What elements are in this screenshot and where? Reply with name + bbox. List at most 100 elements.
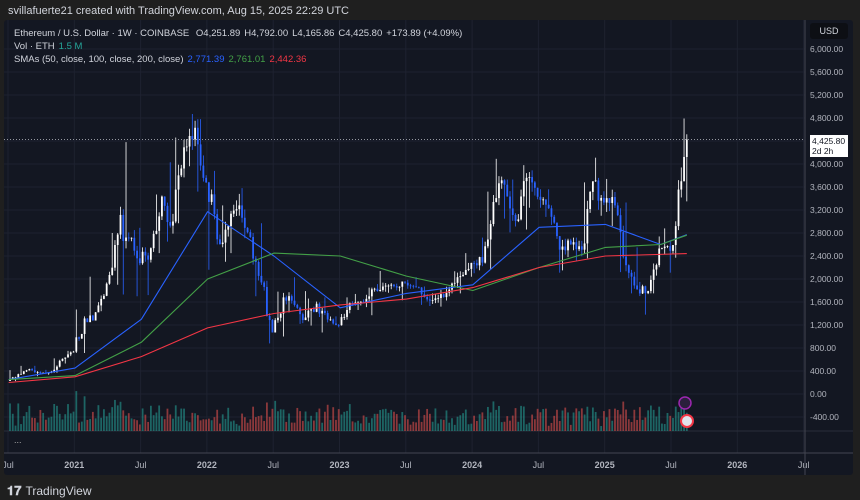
- currency-button[interactable]: USD: [810, 23, 848, 39]
- volume-bar: [161, 416, 163, 431]
- candle-body: [185, 146, 188, 148]
- volume-bar: [603, 411, 605, 431]
- x-tick-label: 2025: [595, 460, 615, 470]
- volume-bar: [158, 405, 161, 431]
- y-tick-label: 0.00: [810, 389, 827, 399]
- volume-bar: [406, 419, 409, 431]
- volume-bar: [196, 415, 199, 431]
- volume-bar: [448, 422, 451, 431]
- candle-body: [39, 372, 42, 374]
- candle-body: [149, 248, 152, 260]
- volume-bar: [542, 409, 545, 431]
- volume-value: 1.5 M: [58, 41, 83, 52]
- volume-bar: [550, 422, 553, 431]
- candle-body: [127, 237, 130, 239]
- volume-bar: [462, 413, 464, 431]
- candle-body: [293, 300, 296, 305]
- candle-body: [80, 333, 83, 339]
- candle-body: [492, 201, 495, 225]
- volume-bar: [672, 417, 674, 431]
- volume-bar: [227, 407, 230, 431]
- sma-line-sma100: [8, 234, 687, 381]
- candle-body: [216, 214, 219, 240]
- candle-body: [232, 210, 235, 214]
- y-tick-label: 5,600.00: [810, 67, 843, 77]
- volume-bar: [136, 420, 138, 431]
- volume-bar: [219, 423, 221, 431]
- volume-bar: [116, 405, 119, 431]
- volume-bar: [296, 407, 299, 431]
- candle-body: [246, 227, 249, 233]
- candle-body: [324, 310, 326, 314]
- symbol-name[interactable]: Ethereum / U.S. Dollar · 1W · COINBASE: [14, 28, 190, 39]
- candle-body: [647, 291, 650, 294]
- candle-body: [213, 194, 216, 215]
- candle-body: [390, 284, 393, 286]
- x-tick-label: 2024: [462, 460, 482, 470]
- volume-bar: [503, 421, 506, 431]
- volume-bar: [257, 416, 260, 431]
- y-tick-label: 6,000.00: [810, 44, 843, 54]
- candle-body: [31, 369, 33, 371]
- candle-body: [630, 272, 633, 277]
- candle-body: [498, 183, 500, 199]
- volume-bar: [25, 412, 28, 431]
- volume-bar: [509, 420, 511, 431]
- volume-bar: [575, 408, 578, 431]
- candle-body: [105, 283, 108, 296]
- candle-body: [473, 262, 475, 264]
- sma-line-sma200: [8, 253, 687, 384]
- volume-bar: [459, 415, 462, 431]
- candle-body: [69, 352, 72, 355]
- footer-brand: 𝟏𝟕 TradingView: [7, 483, 92, 499]
- volume-bar: [390, 409, 393, 431]
- candle-body: [680, 181, 683, 190]
- candle-body: [252, 237, 254, 259]
- volume-bar: [31, 417, 33, 431]
- volume-bar: [183, 408, 185, 431]
- candle-body: [152, 233, 155, 249]
- candle-body: [442, 294, 445, 298]
- volume-bar: [208, 418, 210, 431]
- candle-body: [641, 286, 644, 294]
- candle-body: [301, 314, 304, 321]
- volume-bar: [528, 422, 531, 431]
- sma-label[interactable]: SMAs (50, close, 100, close, 200, close): [14, 54, 184, 65]
- candle-body: [685, 139, 688, 157]
- candle-body: [64, 357, 67, 359]
- volume-bar: [616, 409, 619, 431]
- volume-bar: [33, 418, 36, 431]
- volume-bar: [655, 416, 658, 431]
- volume-bar: [429, 413, 431, 431]
- candle-body: [202, 165, 205, 178]
- volume-bar: [307, 421, 310, 431]
- volume-bar: [238, 425, 241, 431]
- candle-body: [224, 229, 227, 243]
- candle-body: [326, 313, 329, 320]
- candle-body: [263, 282, 266, 287]
- candle-body: [359, 301, 362, 303]
- volume-bar: [50, 416, 53, 431]
- volume-bar: [578, 411, 580, 431]
- volume-bar: [321, 422, 324, 431]
- candle-body: [622, 232, 625, 257]
- candle-body: [484, 246, 487, 263]
- candle-body: [83, 318, 86, 334]
- volume-bar: [86, 419, 89, 431]
- brand-name: TradingView: [25, 484, 92, 498]
- chart-panel[interactable]: Ethereum / U.S. Dollar · 1W · COINBASE O…: [4, 20, 853, 475]
- candle-body: [547, 204, 550, 209]
- volume-bar: [561, 410, 564, 431]
- candle-body: [238, 205, 241, 210]
- candle-body: [321, 310, 324, 314]
- more-indicators[interactable]: ...: [14, 435, 22, 445]
- bar-countdown: 2d 2h: [812, 145, 834, 156]
- candle-body: [219, 239, 221, 245]
- volume-label[interactable]: Vol · ETH: [14, 41, 55, 52]
- volume-bar: [625, 409, 627, 431]
- candle-body: [230, 213, 232, 227]
- candle-body: [368, 296, 371, 299]
- price-chart[interactable]: Jul 2021 Jul 2022 Jul 2023 Jul 2024 Jul 2025 Jul 20…: [4, 20, 853, 475]
- volume-bar: [545, 408, 547, 431]
- candle-body: [210, 194, 213, 202]
